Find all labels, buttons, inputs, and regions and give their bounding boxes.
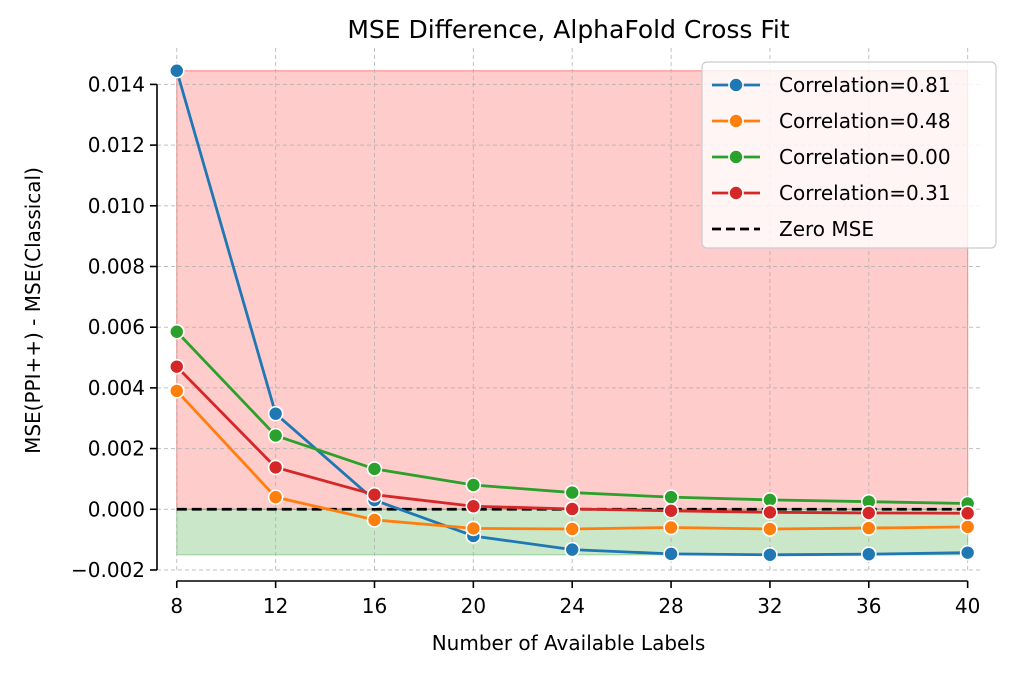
legend-item: Correlation=0.48 [712,109,951,133]
legend-item: Correlation=0.81 [712,73,951,97]
data-point [267,459,284,476]
y-tick-label: −0.002 [71,558,145,582]
series-group [168,62,976,563]
data-point [267,427,284,444]
legend-swatch-marker [728,77,744,93]
data-point [366,461,383,477]
data-point [564,521,581,537]
data-point [267,405,284,422]
series-2 [168,323,976,512]
data-point [762,521,778,537]
legend-label: Correlation=0.48 [779,109,951,133]
data-point [860,546,877,562]
x-tick-label: 28 [658,594,683,618]
data-point [465,498,482,515]
y-tick-label: 0.010 [88,194,145,218]
axes: 8 12 16 20 24 28 32 36 40 −0.002 0.000 0.002 0.004 0.… [71,72,980,618]
x-tick-label: 32 [757,594,782,618]
data-point [267,489,284,505]
legend-item: Correlation=0.00 [712,145,951,169]
legend-swatch-marker [728,185,744,201]
data-point [959,519,976,535]
legend-box [701,61,997,249]
data-point [663,546,679,562]
legend-swatch-marker [728,149,744,165]
data-point [168,62,185,79]
series-3 [168,358,976,522]
x-axis-label: Number of Available Labels [432,631,706,655]
legend-label: Correlation=0.00 [779,145,951,169]
y-tick-label: 0.014 [88,72,145,96]
y-tick-label: 0.002 [88,437,145,461]
data-point [564,501,581,517]
data-point [860,520,877,536]
y-tick-label: 0.006 [88,315,145,339]
y-tick-label: 0.004 [88,376,145,400]
data-point [366,486,383,503]
data-point [564,541,581,558]
data-point [366,512,383,528]
series-1 [168,383,976,537]
legend-label: Zero MSE [779,217,874,241]
y-tick-label: 0.000 [88,497,145,521]
legend: Correlation=0.81 Correlation=0.48 Correlat… [701,61,997,249]
chart-title: MSE Difference, AlphaFold Cross Fit [347,15,790,44]
data-point [465,520,482,537]
data-point [860,505,877,521]
data-point [168,358,185,375]
data-point [663,519,679,536]
x-tick-label: 20 [461,594,486,618]
data-point [168,383,185,399]
x-tick-label: 40 [955,594,980,618]
x-tick-label: 36 [856,594,881,618]
data-point [762,546,778,563]
legend-item: Zero MSE [712,217,874,241]
legend-swatch-marker [728,113,744,129]
data-point [465,477,482,493]
data-point [564,484,581,501]
legend-label: Correlation=0.81 [779,73,951,97]
x-tick-label: 12 [263,594,288,618]
data-point [168,323,185,340]
data-point [959,544,976,561]
y-tick-label: 0.012 [88,133,145,157]
x-tick-label: 24 [559,594,584,618]
y-axis-label: MSE(PPI++) - MSE(Classical) [21,167,45,454]
x-tick-label: 8 [170,594,183,618]
x-tick-label: 16 [362,594,387,618]
data-point [663,489,679,505]
legend-label: Correlation=0.31 [779,181,951,205]
legend-item: Correlation=0.31 [712,181,951,205]
data-point [959,505,976,522]
y-tick-label: 0.008 [88,254,145,278]
data-point [762,504,778,521]
data-point [663,502,679,519]
